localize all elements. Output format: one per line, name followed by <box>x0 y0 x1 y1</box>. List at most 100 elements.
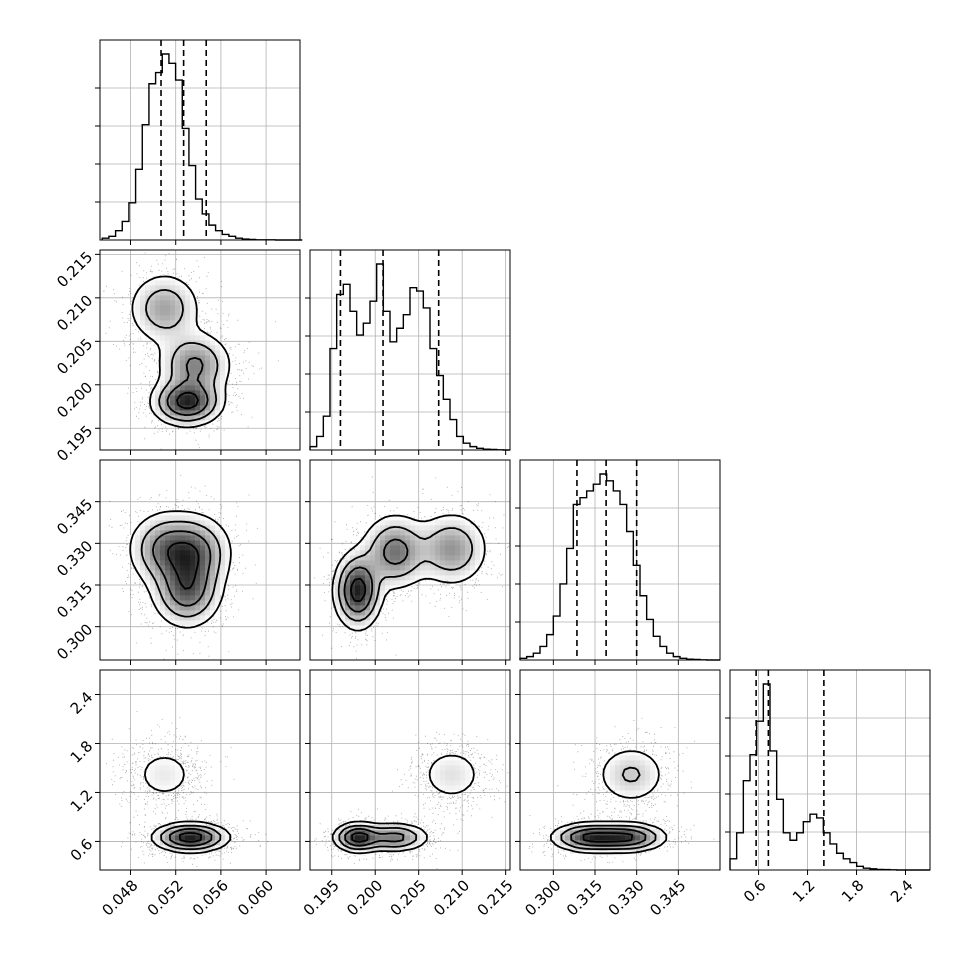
density-cell <box>165 565 171 571</box>
density-cell <box>455 775 461 781</box>
density-cell <box>370 535 376 541</box>
density-cell <box>165 360 171 366</box>
density-cell <box>145 535 151 541</box>
density-cell <box>615 760 621 766</box>
density-cell <box>205 580 211 586</box>
density-cell <box>190 420 196 426</box>
density-cell <box>595 835 601 841</box>
density-cell <box>185 410 191 416</box>
density-cell <box>150 520 156 526</box>
density-cell <box>625 820 631 826</box>
density-cell <box>135 540 141 546</box>
histogram-p2 <box>519 473 720 661</box>
density-cell <box>375 540 381 546</box>
density-cell <box>205 340 211 346</box>
density-cell <box>550 835 556 841</box>
density-cell <box>180 615 186 621</box>
density-cell <box>460 550 466 556</box>
density-cell <box>440 785 446 791</box>
density-cell <box>190 555 196 561</box>
x-tick-label: 0.315 <box>563 876 606 919</box>
density-cell <box>600 845 606 851</box>
density-cell <box>610 845 616 851</box>
density-cell <box>425 540 431 546</box>
density-cell <box>165 525 171 531</box>
density-cell <box>375 835 381 841</box>
density-cell <box>185 385 191 391</box>
density-cell <box>370 590 376 596</box>
density-cell <box>190 840 196 846</box>
density-cell <box>605 765 611 771</box>
density-cell <box>460 540 466 546</box>
density-cell <box>180 845 186 851</box>
density-cell <box>160 360 166 366</box>
density-cell <box>420 835 426 841</box>
density-cell <box>195 575 201 581</box>
density-cell <box>150 595 156 601</box>
density-cell <box>615 825 621 831</box>
density-cell <box>195 520 201 526</box>
density-cell <box>170 585 176 591</box>
density-cell <box>360 570 366 576</box>
density-cell <box>200 595 206 601</box>
density-cell <box>380 580 386 586</box>
density-cell <box>180 415 186 421</box>
density-cell <box>450 515 456 521</box>
density-cell <box>375 575 381 581</box>
density-cell <box>390 540 396 546</box>
density-cell <box>190 320 196 326</box>
density-cell <box>375 550 381 556</box>
density-cell <box>335 590 341 596</box>
density-cell <box>455 755 461 761</box>
density-cell <box>200 395 206 401</box>
density-cell <box>635 755 641 761</box>
contour-level-0 <box>331 754 475 855</box>
density-cell <box>170 580 176 586</box>
density-cell <box>435 560 441 566</box>
density-cell <box>335 835 341 841</box>
y-tick-label: 1.8 <box>67 737 97 767</box>
density-cell <box>385 840 391 846</box>
density-cell <box>135 555 141 561</box>
density-cell <box>195 370 201 376</box>
density-cell <box>200 525 206 531</box>
density-cell <box>420 525 426 531</box>
density-cell <box>385 555 391 561</box>
density-cell <box>625 840 631 846</box>
density-cell <box>650 775 656 781</box>
density-cell <box>195 405 201 411</box>
density-cell <box>595 840 601 846</box>
density-cell <box>160 375 166 381</box>
density-cell <box>430 565 436 571</box>
density-cell <box>185 595 191 601</box>
density-cell <box>165 320 171 326</box>
density-cell <box>430 770 436 776</box>
density-cell <box>580 825 586 831</box>
density-cell <box>170 280 176 286</box>
density-cell <box>190 825 196 831</box>
density-cell <box>170 375 176 381</box>
density-cell <box>160 580 166 586</box>
density-cell <box>165 310 171 316</box>
density-cell <box>610 760 616 766</box>
density-cell <box>620 790 626 796</box>
density-cell <box>175 560 181 566</box>
density-cell <box>340 580 346 586</box>
x-tick-label: 0.056 <box>189 876 232 919</box>
density-cell <box>415 555 421 561</box>
density-cell <box>205 605 211 611</box>
density-cell <box>440 540 446 546</box>
density-cell <box>175 335 181 341</box>
density-cell <box>455 525 461 531</box>
density-cell <box>375 530 381 536</box>
density-cell <box>435 540 441 546</box>
density-cell <box>150 570 156 576</box>
density-cell <box>165 415 171 421</box>
density-cell <box>365 605 371 611</box>
density-cell <box>175 305 181 311</box>
density-cell <box>645 780 651 786</box>
density-cell <box>615 790 621 796</box>
density-cell <box>155 835 161 841</box>
density-cell <box>470 770 476 776</box>
density-cell <box>630 770 636 776</box>
